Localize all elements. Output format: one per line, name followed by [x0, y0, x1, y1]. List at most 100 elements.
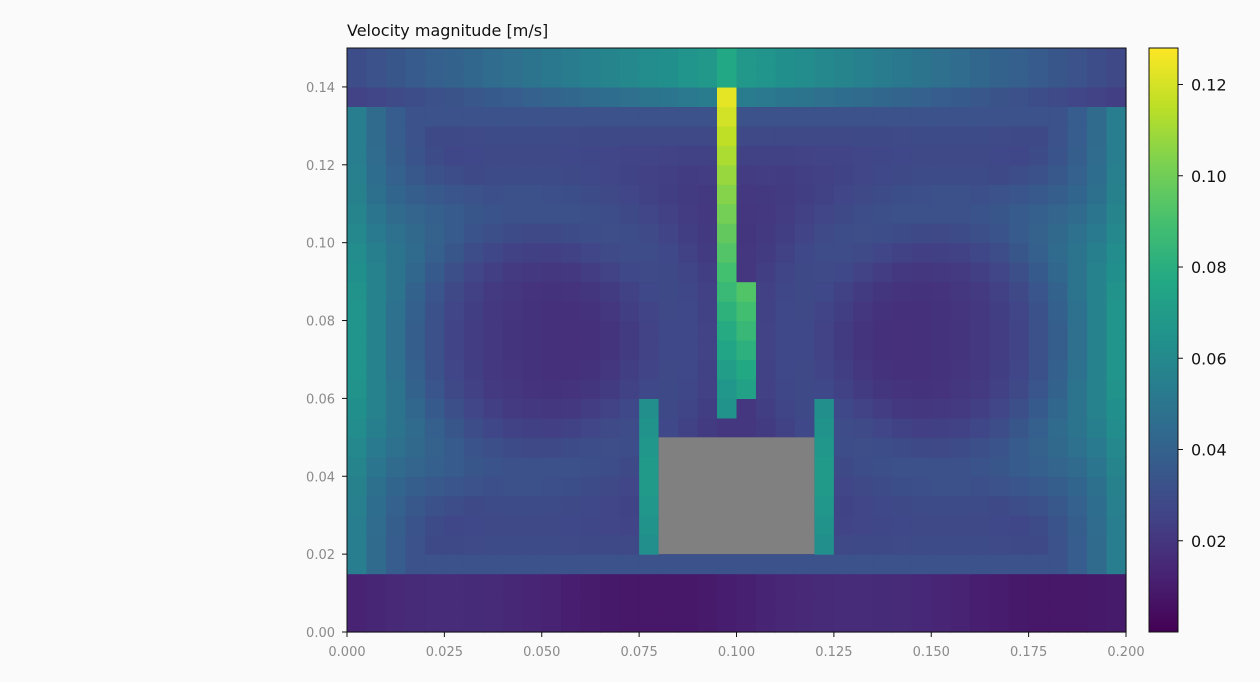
heatmap-cell [911, 48, 932, 69]
heatmap-cell [717, 184, 738, 205]
heatmap-cell [989, 534, 1010, 555]
heatmap-cell [385, 86, 407, 107]
heatmap-cell [541, 281, 562, 302]
heatmap-cell [1048, 359, 1069, 380]
heatmap-cell [775, 612, 796, 633]
heatmap-cell [619, 593, 640, 614]
heatmap-cell [1028, 437, 1049, 458]
heatmap-cell [911, 456, 932, 477]
heatmap-cell [366, 125, 387, 146]
heatmap-cell [1106, 495, 1127, 516]
heatmap-cell [678, 301, 699, 322]
heatmap-cell [814, 320, 835, 341]
heatmap-cell [347, 203, 368, 224]
heatmap-cell [444, 476, 465, 497]
heatmap-cell [892, 398, 913, 419]
heatmap-cell [931, 67, 952, 88]
heatmap-cell [561, 476, 582, 497]
heatmap-cell [522, 534, 543, 555]
heatmap-cell [561, 106, 582, 127]
heatmap-cell [405, 67, 426, 88]
heatmap-cell [970, 554, 991, 575]
heatmap-cell [794, 417, 815, 438]
colorbar [1148, 47, 1179, 633]
heatmap-cell [970, 48, 991, 69]
heatmap-cell [502, 203, 523, 224]
heatmap-cell [833, 378, 854, 399]
heatmap-cell [755, 417, 777, 438]
heatmap-cell [639, 573, 660, 594]
heatmap-cell [697, 164, 718, 185]
heatmap-cell [814, 223, 835, 244]
heatmap-cell [561, 378, 582, 399]
heatmap-cell [619, 86, 640, 107]
heatmap-cell [775, 106, 796, 127]
heatmap-cell [775, 203, 796, 224]
heatmap-cell [502, 262, 523, 283]
heatmap-cell [736, 417, 757, 438]
heatmap-cell [541, 554, 562, 575]
heatmap-cell [541, 398, 562, 419]
heatmap-cell [444, 378, 465, 399]
heatmap-cell [853, 203, 874, 224]
heatmap-cell [989, 378, 1010, 399]
heatmap-cell [911, 378, 932, 399]
heatmap-cell [580, 398, 601, 419]
heatmap-cell [989, 573, 1010, 594]
heatmap-cell [658, 223, 679, 244]
heatmap-cell [1087, 242, 1108, 263]
heatmap-cell [561, 573, 582, 594]
heatmap-cell [970, 378, 991, 399]
heatmap-cell [424, 398, 445, 419]
heatmap-cell [405, 184, 426, 205]
heatmap-cell [833, 67, 854, 88]
heatmap-cell [970, 612, 991, 633]
heatmap-cell [872, 534, 893, 555]
heatmap-cell [1067, 398, 1088, 419]
heatmap-cell [911, 515, 932, 536]
heatmap-cell [600, 164, 621, 185]
heatmap-cell [736, 203, 757, 224]
heatmap-cell [892, 203, 913, 224]
heatmap-cell [463, 164, 484, 185]
heatmap-cell [1048, 281, 1069, 302]
heatmap-cell [833, 86, 854, 107]
heatmap-cell [814, 378, 835, 399]
heatmap-cell [970, 223, 991, 244]
heatmap-cell [580, 184, 601, 205]
heatmap-cell [541, 456, 562, 477]
heatmap-cell [522, 515, 543, 536]
heatmap-cell [1087, 48, 1108, 69]
heatmap-cell [600, 612, 621, 633]
heatmap-cell [678, 242, 699, 263]
heatmap-cell [853, 476, 874, 497]
heatmap-cell [755, 320, 777, 341]
heatmap-cell [463, 573, 484, 594]
heatmap-cell [463, 184, 484, 205]
heatmap-cell [1087, 145, 1108, 166]
heatmap-cell [1028, 184, 1049, 205]
heatmap-cell [989, 184, 1010, 205]
heatmap-cell [814, 476, 835, 497]
heatmap-cell [1087, 106, 1108, 127]
heatmap-cell [385, 398, 407, 419]
heatmap-cell [502, 340, 523, 361]
heatmap-cell [1009, 515, 1030, 536]
heatmap-cell [989, 125, 1010, 146]
heatmap-cell [366, 223, 387, 244]
heatmap-cell [385, 476, 407, 497]
heatmap-cell [600, 203, 621, 224]
heatmap-cell [522, 164, 543, 185]
heatmap-cell [1067, 67, 1088, 88]
heatmap-cell [639, 495, 660, 516]
heatmap-cell [970, 106, 991, 127]
heatmap-cell [1106, 398, 1127, 419]
heatmap-cell [1048, 125, 1069, 146]
heatmap-cell [872, 203, 893, 224]
heatmap-cell [463, 106, 484, 127]
heatmap-cell [833, 593, 854, 614]
heatmap-cell [1106, 223, 1127, 244]
heatmap-cell [366, 534, 387, 555]
heatmap-cell [970, 593, 991, 614]
heatmap-cell [580, 554, 601, 575]
